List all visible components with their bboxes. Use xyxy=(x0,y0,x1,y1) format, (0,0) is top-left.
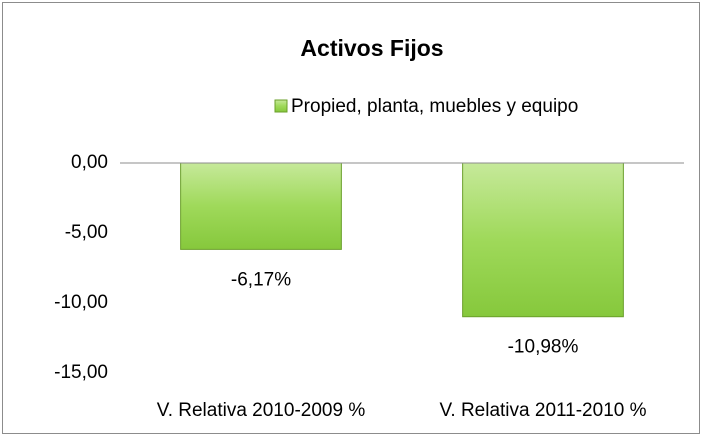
chart-title: Activos Fijos xyxy=(300,35,443,61)
bar xyxy=(180,162,342,250)
y-tick-label: 0,00 xyxy=(71,152,108,173)
legend-label: Propied, planta, muebles y equipo xyxy=(291,96,578,117)
x-tick-label: V. Relativa 2010-2009 % xyxy=(157,400,366,421)
bar xyxy=(462,162,624,318)
legend-swatch xyxy=(274,99,288,113)
x-tick-label: V. Relativa 2011-2010 % xyxy=(439,400,646,421)
y-tick-label: -15,00 xyxy=(54,362,108,383)
data-label: -10,98% xyxy=(508,337,579,358)
y-tick-label: -10,00 xyxy=(54,292,108,313)
data-label: -6,17% xyxy=(231,269,291,290)
y-tick-label: -5,00 xyxy=(65,222,108,243)
